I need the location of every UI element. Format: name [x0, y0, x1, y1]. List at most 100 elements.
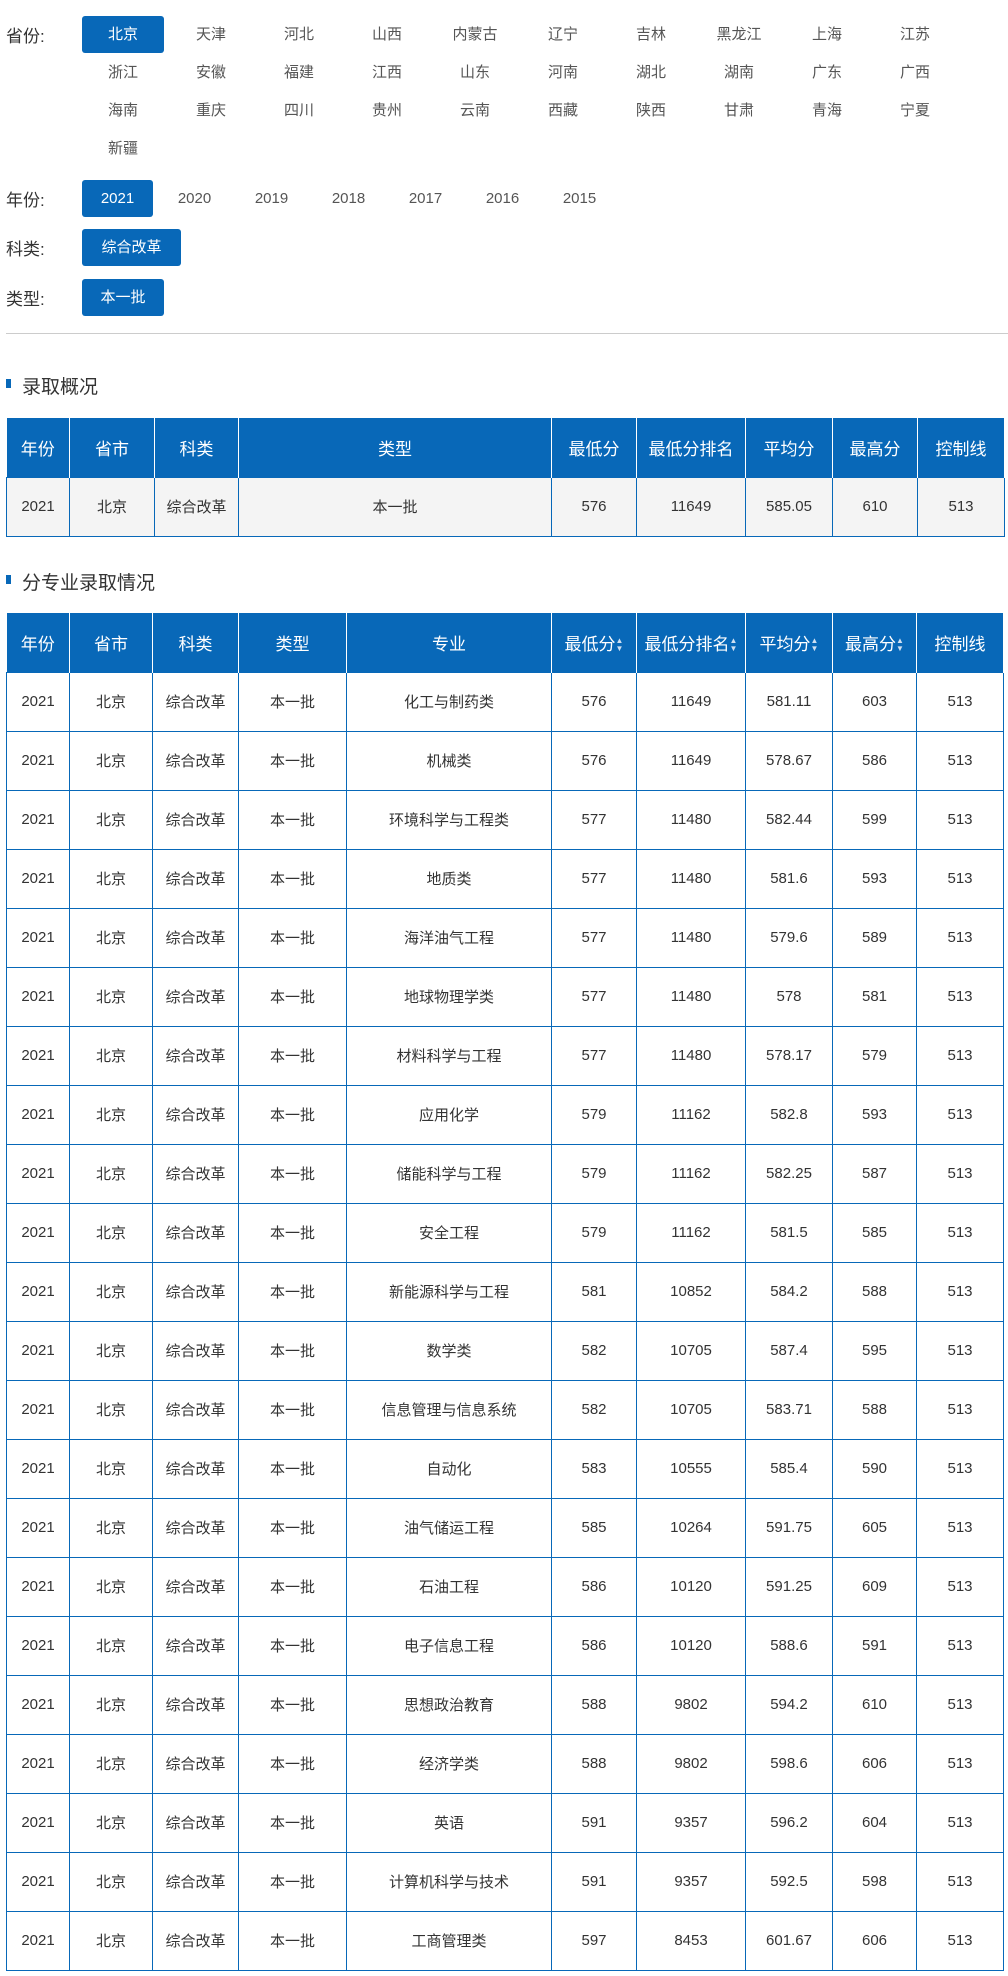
province-option[interactable]: 四川: [283, 102, 314, 119]
type-label: 类型:: [6, 290, 45, 309]
table-cell: 596.2: [745, 1792, 833, 1853]
table-cell: 610: [832, 1674, 917, 1735]
table-cell: 586: [551, 1556, 637, 1617]
province-option[interactable]: 陕西: [635, 102, 666, 119]
table-cell: 10852: [636, 1261, 746, 1322]
province-option[interactable]: 湖南: [723, 64, 754, 81]
column-header-label: 类型: [275, 634, 310, 654]
province-option[interactable]: 湖北: [635, 64, 666, 81]
province-option[interactable]: 广西: [899, 64, 930, 81]
province-option[interactable]: 辽宁: [547, 26, 578, 43]
table-cell: 582.8: [745, 1084, 833, 1145]
table-cell: 本一批: [238, 1320, 347, 1381]
table-cell: 11480: [636, 966, 746, 1027]
sort-icon[interactable]: ▲ ▼: [615, 636, 624, 654]
province-option[interactable]: 山东: [459, 64, 490, 81]
table-row: 2021 北京 综合改革 本一批 环境科学与工程类 577 11480 582.44 599 51…: [6, 789, 1004, 850]
province-option[interactable]: 甘肃: [723, 102, 754, 119]
table-row: 2021 北京 综合改革 本一批 材料科学与工程 577 11480 578.17 579 513: [6, 1025, 1004, 1086]
table-cell: 579: [551, 1084, 637, 1145]
table-cell: 2021: [6, 476, 70, 537]
table-cell: 信息管理与信息系统: [346, 1379, 552, 1440]
sort-icon[interactable]: ▲ ▼: [896, 636, 904, 654]
table-row: 2021 北京 综合改革 本一批 地球物理学类 577 11480 578 581 513: [6, 966, 1004, 1027]
table-cell: 本一批: [238, 1379, 347, 1440]
province-option[interactable]: 青海: [811, 102, 842, 119]
table-cell: 581.6: [745, 848, 833, 909]
table-cell: 北京: [69, 1615, 153, 1676]
province-option[interactable]: 黑龙江: [716, 26, 762, 43]
province-option[interactable]: 河南: [547, 64, 578, 81]
year-option[interactable]: 2020: [177, 190, 212, 207]
province-option[interactable]: 云南: [459, 102, 490, 119]
table-cell: 综合改革: [152, 848, 239, 909]
table-cell: 11480: [636, 789, 746, 850]
year-option[interactable]: 2017: [408, 190, 443, 207]
column-header: 类型: [238, 418, 552, 477]
divider: [6, 333, 1008, 334]
table-cell: 591.75: [745, 1497, 833, 1558]
year-option[interactable]: 2016: [485, 190, 520, 207]
year-option[interactable]: 2015: [562, 190, 597, 207]
table-cell: 513: [916, 1202, 1004, 1263]
province-option[interactable]: 上海: [811, 26, 842, 43]
column-header[interactable]: 最低分排名▲ ▼: [636, 613, 746, 672]
table-cell: 585: [551, 1497, 637, 1558]
province-option[interactable]: 北京: [82, 16, 164, 53]
province-option[interactable]: 福建: [283, 64, 314, 81]
province-option[interactable]: 安徽: [195, 64, 226, 81]
table-cell: 583: [551, 1438, 637, 1499]
column-header-label: 最高分: [845, 634, 896, 654]
summary-table: 年份 省市 科类 类型 最低分 最低分排名 平均分 最高分 控制线 2021 北京 综合改革 本一批 57…: [6, 418, 1005, 537]
year-option[interactable]: 2018: [331, 190, 366, 207]
province-option[interactable]: 西藏: [547, 102, 578, 119]
category-option[interactable]: 综合改革: [82, 229, 181, 266]
table-cell: 585.05: [745, 476, 833, 537]
table-cell: 本一批: [238, 1733, 347, 1794]
year-option[interactable]: 2021: [82, 180, 153, 217]
table-cell: 2021: [6, 1025, 70, 1086]
column-header: 科类: [154, 418, 239, 477]
table-cell: 598: [832, 1851, 917, 1912]
table-row: 2021 北京 综合改革 本一批 油气储运工程 585 10264 591.75 605 513: [6, 1497, 1004, 1558]
province-option[interactable]: 吉林: [635, 26, 666, 43]
province-option[interactable]: 山西: [371, 26, 402, 43]
table-cell: 586: [832, 730, 917, 791]
column-header-label: 省市: [94, 634, 128, 654]
table-cell: 591.25: [745, 1556, 833, 1617]
table-cell: 604: [832, 1792, 917, 1853]
province-option[interactable]: 重庆: [195, 102, 226, 119]
table-cell: 本一批: [238, 1910, 347, 1971]
table-cell: 583.71: [745, 1379, 833, 1440]
table-cell: 2021: [6, 730, 70, 791]
column-header[interactable]: 平均分▲ ▼: [745, 613, 833, 672]
table-cell: 2021: [6, 1084, 70, 1145]
type-option[interactable]: 本一批: [82, 279, 164, 316]
province-option[interactable]: 新疆: [107, 140, 138, 157]
province-option[interactable]: 贵州: [371, 102, 402, 119]
table-cell: 589: [832, 907, 917, 968]
sort-icon[interactable]: ▲ ▼: [810, 636, 819, 654]
column-header[interactable]: 最低分▲ ▼: [551, 613, 637, 672]
column-header[interactable]: 最高分▲ ▼: [832, 613, 917, 672]
table-cell: 英语: [346, 1792, 552, 1853]
province-option[interactable]: 天津: [195, 26, 226, 43]
table-row: 2021 北京 综合改革 本一批 电子信息工程 586 10120 588.6 591 513: [6, 1615, 1004, 1676]
table-row: 2021 北京 综合改革 本一批 海洋油气工程 577 11480 579.6 589 513: [6, 907, 1004, 968]
table-cell: 机械类: [346, 730, 552, 791]
province-option[interactable]: 浙江: [107, 64, 138, 81]
province-option[interactable]: 海南: [107, 102, 138, 119]
sort-icon[interactable]: ▲ ▼: [729, 636, 738, 654]
province-option[interactable]: 河北: [283, 26, 314, 43]
year-option[interactable]: 2019: [254, 190, 289, 207]
province-option[interactable]: 宁夏: [899, 102, 930, 119]
column-header: 年份: [6, 418, 70, 477]
table-cell: 北京: [69, 848, 153, 909]
table-cell: 594.2: [745, 1674, 833, 1735]
province-option[interactable]: 江西: [371, 64, 402, 81]
province-option[interactable]: 内蒙古: [452, 26, 498, 43]
column-header-label: 科类: [179, 439, 214, 459]
province-option[interactable]: 广东: [811, 64, 842, 81]
province-option[interactable]: 江苏: [899, 26, 930, 43]
table-cell: 593: [832, 848, 917, 909]
